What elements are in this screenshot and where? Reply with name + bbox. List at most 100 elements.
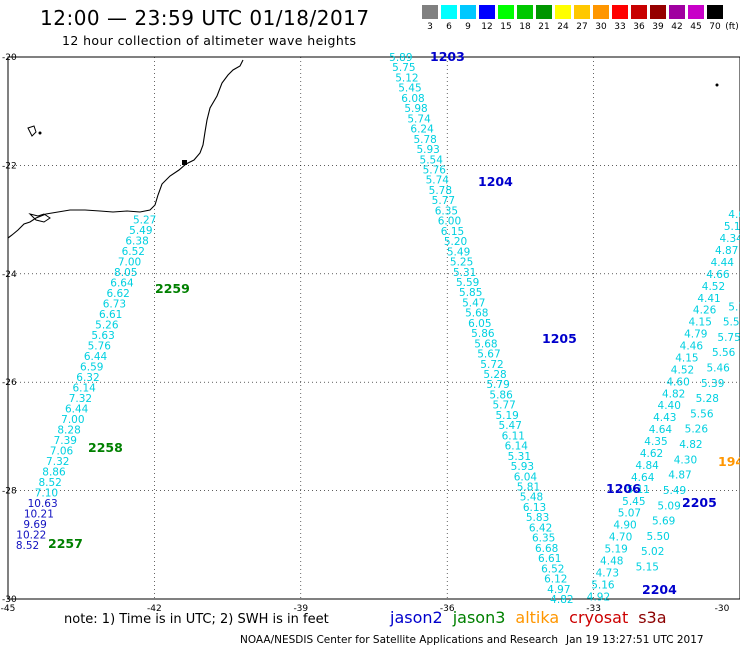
legend-swatch bbox=[574, 5, 590, 19]
legend-swatch bbox=[498, 5, 514, 19]
wave-height-value: 4.90 bbox=[613, 520, 636, 532]
pass-label: 1206 bbox=[606, 481, 641, 496]
pass-label: 1204 bbox=[478, 174, 513, 189]
wave-height-value: 4.70 bbox=[609, 532, 632, 544]
wave-height-value: 5.68 bbox=[474, 338, 497, 350]
wave-height-value: 5.76 bbox=[423, 164, 447, 176]
wave-height-value: 4.61 bbox=[728, 209, 740, 221]
wave-height-value: 5.28 bbox=[483, 369, 506, 381]
footnote: note: 1) Time is in UTC; 2) SWH is in fe… bbox=[64, 612, 329, 627]
wave-height-value: 7.00 bbox=[61, 414, 84, 426]
wave-height-value: 6.68 bbox=[535, 543, 558, 555]
legend-label: 42 bbox=[671, 22, 683, 32]
legend-label: 18 bbox=[519, 22, 531, 32]
wave-height-value: 4.26 bbox=[693, 305, 717, 317]
wave-height-value: 6.11 bbox=[502, 430, 525, 442]
wave-height-value: 5.71 bbox=[728, 301, 740, 313]
wave-height-value: 10.63 bbox=[28, 498, 58, 510]
axis-labels: -45 -42 -39 -36 -33 -30 -20 -22 -24 -26 -28 -30 bbox=[1, 53, 730, 614]
wave-height-value: 4.35 bbox=[644, 436, 667, 448]
wave-height-value: 5.26 bbox=[685, 424, 709, 436]
legend-label: 6 bbox=[446, 22, 452, 32]
wave-height-value: 4.64 bbox=[631, 472, 655, 484]
coastline-detail bbox=[28, 213, 51, 223]
lat-tick-label: -22 bbox=[2, 161, 17, 171]
lat-tick-label: -28 bbox=[2, 487, 17, 497]
wave-height-value: 5.11 bbox=[627, 484, 650, 496]
pass-label: 2204 bbox=[642, 582, 677, 597]
wave-height-value: 5.81 bbox=[517, 482, 540, 494]
legend-unit: (ft) bbox=[725, 22, 739, 32]
wave-height-value: 5.63 bbox=[91, 330, 114, 342]
wave-height-value: 6.05 bbox=[468, 318, 491, 330]
wave-height-value: 5.50 bbox=[646, 531, 669, 543]
wave-height-value: 8.86 bbox=[42, 466, 66, 478]
wave-height-value: 5.86 bbox=[489, 389, 513, 401]
wave-height-value: 6.73 bbox=[103, 299, 126, 311]
wave-height-value: 4.97 bbox=[547, 584, 570, 596]
satellite-legend-item: jason2 bbox=[390, 608, 443, 627]
lat-tick-label: -20 bbox=[2, 53, 17, 63]
legend-label: 70 bbox=[709, 22, 721, 32]
wave-height-value: 6.12 bbox=[544, 574, 567, 586]
wave-height-value: 5.79 bbox=[486, 379, 509, 391]
wave-height-value: 4.30 bbox=[674, 454, 697, 466]
wave-height-value: 5.75 bbox=[717, 332, 740, 344]
lat-tick-label: -30 bbox=[2, 595, 17, 605]
pass-label: 1203 bbox=[430, 49, 465, 64]
legend-label: 27 bbox=[576, 22, 588, 32]
wave-height-value: 4.79 bbox=[684, 329, 707, 341]
wave-height-value: 5.59 bbox=[456, 277, 479, 289]
wave-height-value: 5.56 bbox=[690, 408, 714, 420]
generation-timestamp: Jan 19 13:27:51 UTC 2017 bbox=[566, 634, 704, 646]
wave-height-value: 5.12 bbox=[395, 72, 418, 84]
wave-height-value: 8.05 bbox=[114, 267, 137, 279]
wave-height-value: 5.75 bbox=[392, 62, 415, 74]
wave-height-value: 6.13 bbox=[523, 502, 546, 514]
coastline bbox=[7, 59, 244, 239]
lon-tick-label: -30 bbox=[715, 604, 730, 614]
wave-height-value: 4.62 bbox=[640, 448, 663, 460]
wave-height-value: 5.69 bbox=[652, 516, 675, 528]
wave-height-value: 6.15 bbox=[441, 226, 464, 238]
wave-height-value: 10.22 bbox=[16, 529, 46, 541]
wave-height-value: 5.31 bbox=[453, 267, 476, 279]
wave-height-value: 6.32 bbox=[76, 372, 99, 384]
island-dot bbox=[38, 131, 42, 135]
pass-label: 2259 bbox=[155, 281, 190, 296]
wave-height-value: 6.04 bbox=[514, 471, 538, 483]
wave-height-value: 6.52 bbox=[541, 563, 564, 575]
wave-height-value: 4.15 bbox=[675, 352, 698, 364]
legend-swatch bbox=[536, 5, 552, 19]
wave-height-value: 7.39 bbox=[54, 435, 77, 447]
wave-height-value: 4.66 bbox=[706, 269, 730, 281]
legend-swatch bbox=[688, 5, 704, 19]
wave-height-value: 6.14 bbox=[72, 382, 96, 394]
chart-subtitle: 12 hour collection of altimeter wave hei… bbox=[62, 33, 357, 48]
wave-height-value: 7.00 bbox=[118, 257, 141, 269]
wave-height-value: 4.84 bbox=[635, 460, 659, 472]
legend-label: 36 bbox=[633, 22, 645, 32]
pass-label: 194 bbox=[718, 454, 740, 469]
satellite-legend-item: s3a bbox=[638, 608, 667, 627]
wave-height-value: 4.52 bbox=[671, 364, 694, 376]
wave-height-value: 6.52 bbox=[122, 246, 145, 258]
legend-label: 30 bbox=[595, 22, 607, 32]
wave-height-value: 5.07 bbox=[618, 508, 641, 520]
wave-height-value: 4.43 bbox=[653, 412, 676, 424]
legend-swatch bbox=[441, 5, 457, 19]
legend-swatch bbox=[669, 5, 685, 19]
legend-label: 9 bbox=[465, 22, 471, 32]
wave-height-value: 5.93 bbox=[511, 461, 534, 473]
wave-height-value: 5.56 bbox=[712, 347, 736, 359]
wave-height-value: 9.69 bbox=[23, 519, 46, 531]
wave-height-value: 4.73 bbox=[596, 567, 619, 579]
wave-height-value: 5.76 bbox=[88, 340, 112, 352]
wave-height-value: 10.21 bbox=[24, 508, 54, 520]
legend-swatch bbox=[422, 5, 438, 19]
wave-height-value: 5.48 bbox=[520, 492, 543, 504]
wave-height-value: 5.45 bbox=[398, 83, 421, 95]
legend-label: 21 bbox=[538, 22, 550, 32]
wave-height-value: 5.47 bbox=[462, 297, 485, 309]
wave-height-value: 5.78 bbox=[429, 185, 452, 197]
